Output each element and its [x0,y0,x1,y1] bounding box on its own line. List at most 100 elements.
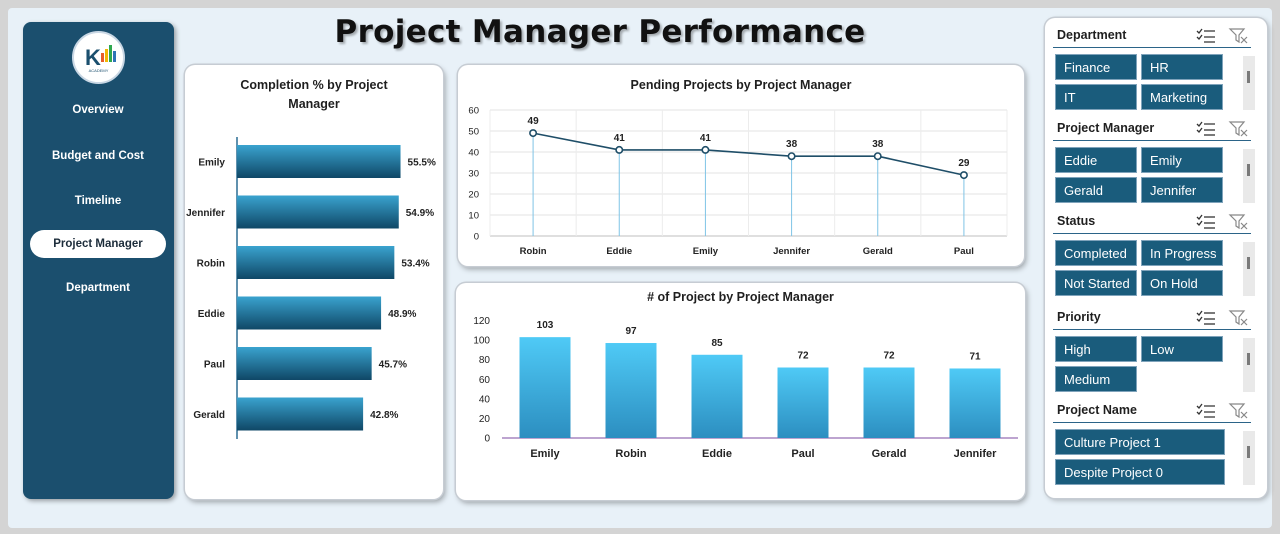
nav-department[interactable]: Department [66,282,130,294]
slicer-item[interactable]: Despite Project 0 [1055,459,1225,485]
pending-chart-card: Pending Projects by Project Manager 0 10 2… [458,65,1024,266]
pending-point [873,152,882,161]
pending-category-label: Gerald [863,246,893,257]
sidebar [23,22,174,499]
slicer-item[interactable]: Jennifer [1141,177,1223,203]
slicer-item[interactable]: Eddie [1055,147,1137,173]
completion-category-label: Robin [197,259,225,270]
count-chart-card: # of Project by Project Manager 0 20 40 60 8… [456,283,1025,500]
pending-value-label: 29 [958,158,970,169]
page-title: Project Manager Performance [334,14,866,50]
brand-logo-icon: K ACADEMY [72,31,125,84]
slicer-item[interactable]: Completed [1055,240,1137,266]
count-category-label: Emily [530,448,560,460]
completion-value-label: 55.5% [408,158,436,169]
slicer-item[interactable]: Culture Project 1 [1055,429,1225,455]
multi-select-icon[interactable] [1196,309,1216,327]
scrollbar-thumb[interactable] [1247,71,1250,83]
slicer-project-name: Project Name Culture Project 1 Despite Pro… [1053,399,1255,485]
pending-point [701,145,710,154]
slicer-item[interactable]: Low [1141,336,1223,362]
nav-budget-and-cost[interactable]: Budget and Cost [52,150,144,162]
slicer-scrollbar[interactable] [1243,56,1255,110]
pending-point [787,152,796,161]
completion-value-label: 45.7% [379,360,407,371]
pending-y-tick-label: 10 [468,211,479,222]
slicer-item[interactable]: High [1055,336,1137,362]
slicer-title: Department [1057,28,1127,42]
slicer-item[interactable]: Not Started [1055,270,1137,296]
clear-filter-icon[interactable] [1228,27,1248,45]
slicer-panel: Department Finance HR IT Marketing Project M… [1045,18,1267,498]
pending-y-tick-label: 20 [468,190,479,201]
slicer-header: Project Manager [1053,117,1251,141]
count-bar [949,368,1001,438]
count-chart-title: # of Project by Project Manager [647,290,834,304]
scrollbar-thumb[interactable] [1247,353,1250,365]
clear-filter-icon[interactable] [1228,309,1248,327]
slicer-header: Department [1053,24,1251,48]
completion-bar [237,397,364,431]
count-y-tick-label: 40 [479,394,491,405]
slicer-item[interactable]: Finance [1055,54,1137,80]
pending-value-label: 38 [786,139,798,150]
completion-chart-title-line2: Manager [288,97,340,111]
slicer-item[interactable]: Gerald [1055,177,1137,203]
scrollbar-thumb[interactable] [1247,164,1250,176]
slicer-item[interactable]: Marketing [1141,84,1223,110]
count-category-label: Robin [615,448,646,460]
pending-category-label: Paul [954,246,974,257]
clear-filter-icon[interactable] [1228,120,1248,138]
slicer-item[interactable]: In Progress [1141,240,1223,266]
slicer-title: Priority [1057,310,1101,324]
pending-value-label: 49 [528,116,540,127]
slicer-items: Culture Project 1 Despite Project 0 [1055,429,1240,487]
count-value-label: 71 [969,351,981,362]
count-category-label: Jennifer [954,448,998,460]
slicer-title: Project Manager [1057,121,1155,135]
slicer-item[interactable]: HR [1141,54,1223,80]
multi-select-icon[interactable] [1196,213,1216,231]
count-value-label: 85 [711,338,723,349]
slicer-item[interactable]: On Hold [1141,270,1223,296]
slicer-item[interactable]: Emily [1141,147,1223,173]
slicer-items: Completed In Progress Not Started On Hold [1055,240,1240,298]
count-bar [777,367,829,438]
multi-select-icon[interactable] [1196,27,1216,45]
slicer-items: Finance HR IT Marketing [1055,54,1240,112]
completion-bar [237,145,401,178]
count-y-tick-label: 60 [479,375,491,386]
nav-overview[interactable]: Overview [72,104,124,116]
count-value-label: 72 [797,351,809,362]
nav-timeline[interactable]: Timeline [74,195,122,207]
clear-filter-icon[interactable] [1228,402,1248,420]
slicer-items: Eddie Emily Gerald Jennifer [1055,147,1240,205]
count-y-tick-label: 0 [484,434,490,445]
slicer-scrollbar[interactable] [1243,431,1255,485]
scrollbar-thumb[interactable] [1247,446,1250,458]
completion-chart-card: Completion % by Project Manager Emily 55.… [185,65,443,499]
nav-project-manager[interactable]: Project Manager [30,230,166,258]
slicer-priority: Priority High Low Medium [1053,306,1255,392]
completion-value-label: 42.8% [370,410,398,421]
pending-value-label: 38 [872,139,884,150]
count-category-label: Eddie [702,448,732,460]
pending-y-tick-label: 50 [468,127,479,138]
slicer-items: High Low Medium [1055,336,1240,394]
slicer-scrollbar[interactable] [1243,242,1255,296]
multi-select-icon[interactable] [1196,120,1216,138]
slicer-title: Project Name [1057,403,1137,417]
multi-select-icon[interactable] [1196,402,1216,420]
pending-category-label: Robin [520,246,547,257]
slicer-scrollbar[interactable] [1243,149,1255,203]
clear-filter-icon[interactable] [1228,213,1248,231]
slicer-status: Status Completed In Progress Not Started On … [1053,210,1255,296]
completion-chart-title: Completion % by Project [240,78,388,92]
slicer-scrollbar[interactable] [1243,338,1255,392]
pending-category-label: Emily [693,246,719,257]
slicer-item[interactable]: Medium [1055,366,1137,392]
completion-chart: Emily 55.5% Jennifer 54.9% Robin 53.4% Eddie 48… [186,137,436,439]
slicer-item[interactable]: IT [1055,84,1137,110]
scrollbar-thumb[interactable] [1247,257,1250,269]
completion-category-label: Paul [204,360,225,371]
